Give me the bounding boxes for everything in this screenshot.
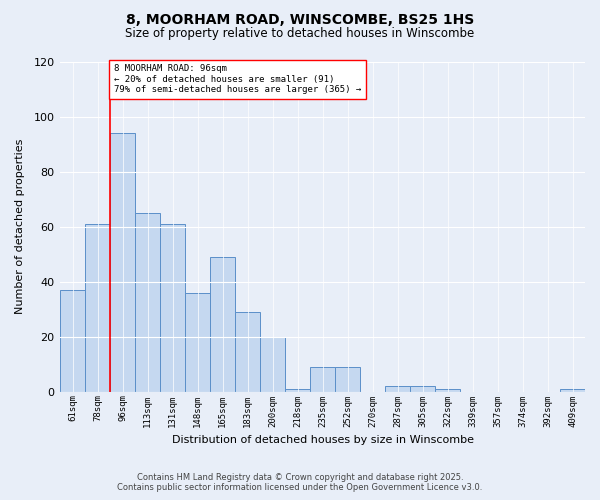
Bar xyxy=(160,224,185,392)
Bar xyxy=(260,336,285,392)
Bar xyxy=(335,367,360,392)
Bar xyxy=(85,224,110,392)
Text: Size of property relative to detached houses in Winscombe: Size of property relative to detached ho… xyxy=(125,28,475,40)
Bar xyxy=(410,386,435,392)
Bar xyxy=(310,367,335,392)
Bar xyxy=(185,292,210,392)
Y-axis label: Number of detached properties: Number of detached properties xyxy=(15,139,25,314)
X-axis label: Distribution of detached houses by size in Winscombe: Distribution of detached houses by size … xyxy=(172,435,473,445)
Text: 8, MOORHAM ROAD, WINSCOMBE, BS25 1HS: 8, MOORHAM ROAD, WINSCOMBE, BS25 1HS xyxy=(126,12,474,26)
Bar xyxy=(435,389,460,392)
Bar xyxy=(60,290,85,392)
Text: 8 MOORHAM ROAD: 96sqm
← 20% of detached houses are smaller (91)
79% of semi-deta: 8 MOORHAM ROAD: 96sqm ← 20% of detached … xyxy=(114,64,361,94)
Bar xyxy=(385,386,410,392)
Bar xyxy=(285,389,310,392)
Bar xyxy=(135,213,160,392)
Bar xyxy=(560,389,585,392)
Bar xyxy=(235,312,260,392)
Bar xyxy=(110,133,135,392)
Bar xyxy=(210,257,235,392)
Text: Contains HM Land Registry data © Crown copyright and database right 2025.
Contai: Contains HM Land Registry data © Crown c… xyxy=(118,473,482,492)
